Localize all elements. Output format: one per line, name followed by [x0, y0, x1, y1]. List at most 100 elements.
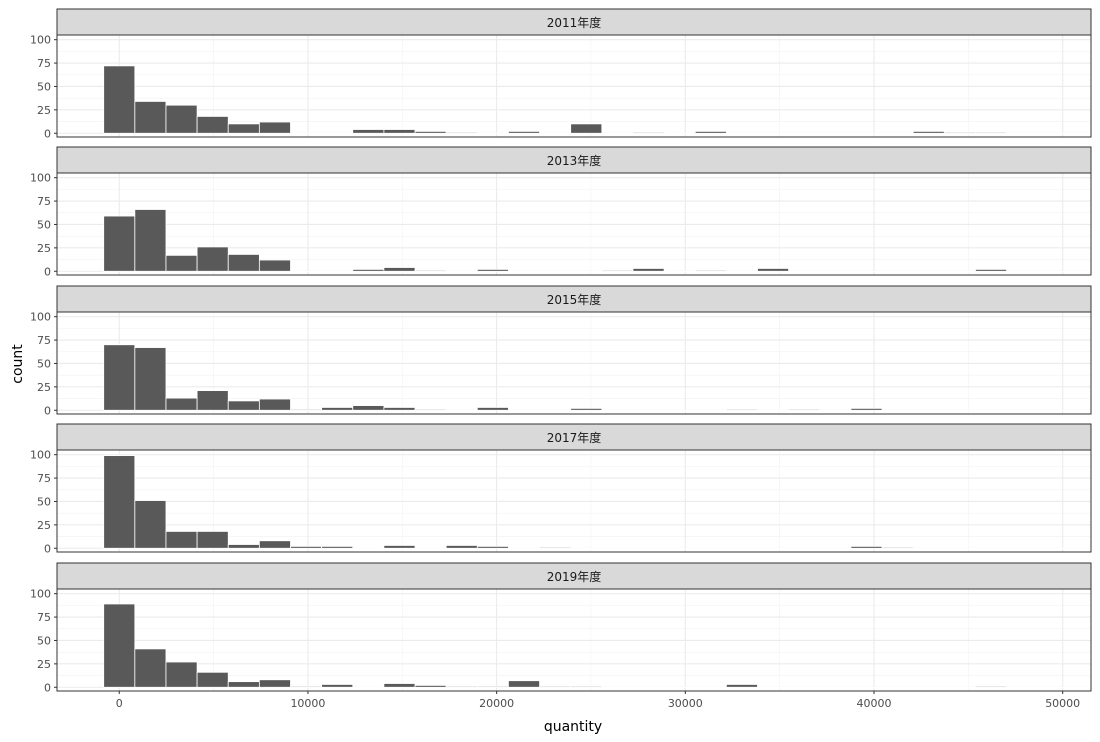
y-tick-label: 0 [44, 265, 51, 278]
histogram-bar [103, 455, 136, 549]
histogram-bar [134, 500, 167, 549]
histogram-bar [694, 130, 727, 134]
histogram-bar [757, 132, 790, 135]
histogram-bars [103, 603, 1100, 689]
y-tick-label: 0 [44, 127, 51, 140]
histogram-bar [975, 268, 1007, 272]
histogram-bar [445, 685, 478, 688]
histogram-bar [694, 686, 727, 689]
histogram-bar [321, 270, 354, 273]
histogram-bar [508, 547, 540, 550]
y-tick-label: 0 [44, 542, 51, 555]
histogram-bar [321, 545, 354, 549]
histogram-bar [1037, 686, 1070, 689]
facet-panel: 2017年度 0 25 50 75 100 [30, 423, 1100, 555]
histogram-bar [725, 132, 758, 135]
histogram-bar [539, 132, 572, 135]
histogram-bar [850, 132, 883, 135]
histogram-bar [632, 409, 665, 412]
histogram-bar [134, 347, 167, 411]
histogram-bar [352, 405, 385, 411]
facet-strip-label: 2013年度 [547, 153, 602, 168]
histogram-bar [694, 269, 727, 272]
histogram-bar [539, 270, 572, 273]
histogram-bar [258, 540, 291, 549]
histogram-bar [788, 686, 821, 689]
y-axis: 0 25 50 75 100 [30, 588, 57, 694]
histogram-bar [414, 408, 447, 411]
histogram-bar [570, 123, 603, 134]
histogram-bar [352, 686, 385, 689]
facet-panels: 2011年度02550751002013年度02550751002015年度02… [30, 8, 1100, 694]
y-tick-label: 50 [37, 218, 51, 231]
histogram-bar [912, 547, 945, 550]
x-axis-title: quantity [544, 719, 602, 735]
facet-strip-label: 2015年度 [547, 292, 602, 307]
histogram-bar [912, 409, 945, 412]
histogram-bar [103, 215, 136, 272]
histogram-bar [912, 130, 945, 134]
facet-strip [56, 8, 1092, 36]
histogram-bar [819, 547, 852, 550]
histogram-bar [352, 268, 385, 272]
histogram-bar [508, 130, 540, 134]
histogram-bar [663, 547, 696, 550]
histogram-bar [383, 129, 416, 134]
histogram-bar [321, 132, 354, 135]
histogram-bar [134, 101, 167, 134]
histogram-bar [850, 545, 883, 549]
histogram-bar [632, 131, 665, 134]
facet-panel: 2013年度 0 25 50 75 100 [30, 146, 1100, 278]
histogram-bar [414, 269, 447, 272]
histogram-bar [476, 132, 509, 135]
histogram-bar [694, 409, 727, 412]
histogram-bar [508, 680, 540, 688]
histogram-bar [290, 408, 323, 411]
histogram-bar [414, 684, 447, 688]
y-tick-label: 0 [44, 681, 51, 694]
histogram-bar [725, 684, 758, 688]
histogram-bar [539, 409, 572, 412]
histogram-bar [943, 270, 976, 273]
histogram-bar [601, 269, 634, 272]
histogram-bar [601, 409, 634, 412]
histogram-bar [134, 648, 167, 688]
gridlines [57, 312, 1091, 414]
y-axis-title: count [10, 344, 26, 384]
histogram-bar [1068, 547, 1100, 550]
histogram-bar [725, 270, 758, 273]
histogram-bar [445, 409, 478, 412]
histogram-bar [601, 132, 634, 135]
histogram-bar [414, 130, 447, 134]
histogram-bar [476, 268, 509, 272]
histogram-bar [165, 104, 198, 134]
histogram-bar [539, 685, 572, 688]
histogram-bar [570, 685, 603, 688]
histogram-bar [601, 686, 634, 689]
x-tick-label: 0 [116, 697, 123, 710]
histogram-bar [1006, 132, 1039, 135]
histogram-bar [196, 531, 229, 549]
facet-strip [56, 285, 1092, 313]
histogram-bar [383, 545, 416, 549]
facet-strip-label: 2011年度 [547, 15, 602, 30]
histogram-bar [196, 246, 229, 272]
histogram-bar [725, 408, 758, 411]
histogram-bar [165, 661, 198, 688]
histogram-bar [196, 116, 229, 134]
histogram-bar [1006, 547, 1039, 550]
histogram-bar [1068, 686, 1100, 689]
y-tick-label: 50 [37, 80, 51, 93]
histogram-bars [103, 65, 1100, 135]
histogram-bar [632, 686, 665, 689]
histogram-bar [850, 686, 883, 689]
histogram-bar [881, 409, 914, 412]
histogram-bar [196, 671, 229, 688]
histogram-bar [445, 131, 478, 134]
y-tick-label: 25 [37, 519, 51, 532]
histogram-bar [476, 545, 509, 549]
y-tick-label: 100 [30, 449, 51, 462]
x-axis: 0 10000 20000 30000 40000 50000 [116, 691, 1080, 710]
histogram-bar [975, 409, 1007, 412]
histogram-bar [383, 683, 416, 688]
